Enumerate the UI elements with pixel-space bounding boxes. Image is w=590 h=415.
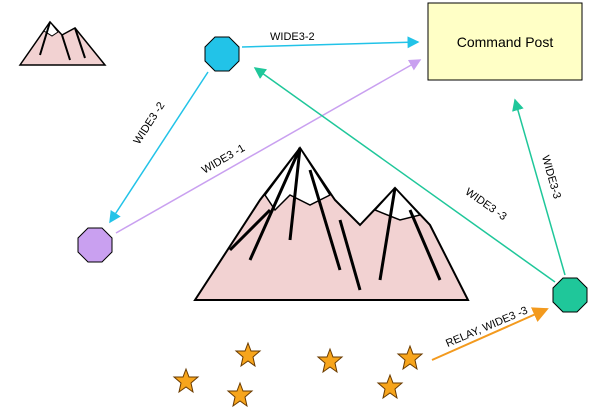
diagram: Command Post WIDE3-2 WIDE3 -2 WIDE3 -1 W… [0, 0, 590, 415]
link-label: WIDE3-2 [270, 31, 315, 43]
stars [174, 343, 422, 406]
link-label: WIDE3 -2 [131, 100, 167, 147]
page: {"command_post": {"label": "Command Post… [0, 0, 590, 415]
link-label: WIDE3 -3 [463, 186, 509, 223]
link-arrow [110, 72, 208, 222]
command-post-label: Command Post [457, 34, 554, 50]
small-mountain [20, 22, 105, 65]
node [205, 37, 239, 71]
link-arrow [242, 42, 418, 47]
big-mountain [195, 148, 468, 300]
link-label: WIDE3-3 [539, 154, 563, 200]
link-label: RELAY, WIDE3 -3 [444, 305, 529, 350]
link-arrow [432, 309, 547, 360]
node [78, 228, 112, 262]
node [553, 278, 587, 312]
